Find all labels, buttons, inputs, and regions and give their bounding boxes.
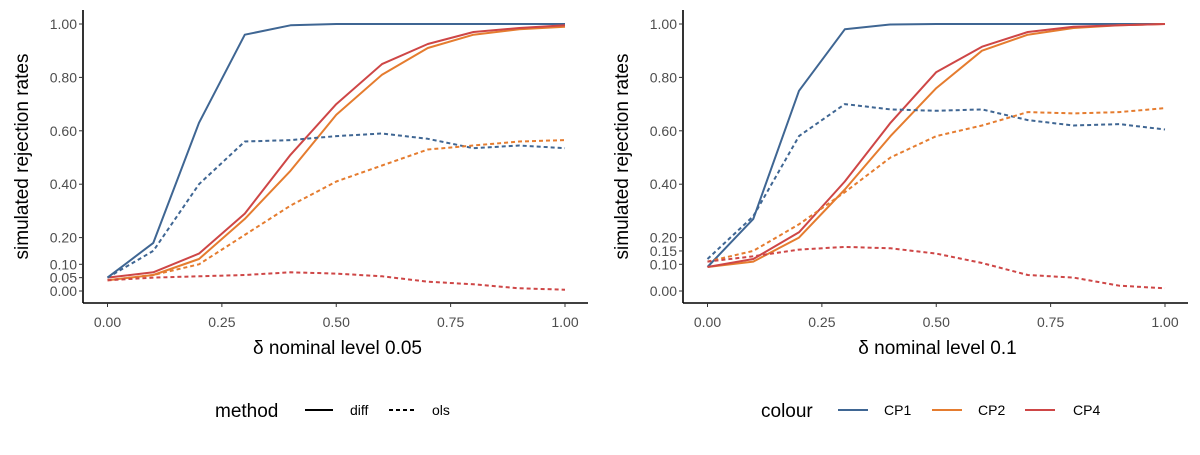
series-line-cp2-ols bbox=[107, 139, 566, 282]
x-tick-label: 1.00 bbox=[551, 314, 578, 330]
x-tick-label: 0.25 bbox=[208, 314, 235, 330]
x-tick-label: 0.00 bbox=[94, 314, 121, 330]
x-axis-title: δ nominal level 0.05 bbox=[253, 338, 422, 359]
series-line-cp2-diff bbox=[107, 25, 566, 282]
legend-label-cp2: CP2 bbox=[978, 402, 1005, 418]
y-tick-label: 0.60 bbox=[50, 123, 77, 139]
series-line-cp1-ols bbox=[106, 132, 566, 279]
series-line-cp4-ols bbox=[107, 271, 566, 291]
y-tick-label: 0.00 bbox=[50, 283, 77, 299]
y-tick-label: 0.80 bbox=[650, 69, 677, 85]
y-tick-label: 0.10 bbox=[650, 256, 677, 272]
y-tick-label: 0.10 bbox=[50, 256, 77, 272]
series-line-cp4-ols bbox=[707, 245, 1166, 290]
y-axis-title: simulated rejection rates bbox=[12, 54, 33, 260]
x-axis-title: δ nominal level 0.1 bbox=[858, 338, 1016, 359]
x-tick-label: 0.75 bbox=[1037, 314, 1064, 330]
y-tick-label: 0.40 bbox=[650, 176, 677, 192]
series-line-cp1-diff bbox=[106, 23, 565, 279]
legend-title-method: method bbox=[215, 401, 278, 422]
y-tick-label: 0.05 bbox=[50, 270, 77, 286]
legend-title-colour: colour bbox=[761, 401, 813, 422]
x-tick-label: 0.50 bbox=[923, 314, 950, 330]
series-line-cp2-ols bbox=[707, 107, 1166, 263]
series-line-cp1-ols bbox=[706, 103, 1166, 260]
x-tick-label: 0.75 bbox=[437, 314, 464, 330]
legend-label-diff: diff bbox=[350, 402, 369, 418]
legend-label-ols: ols bbox=[432, 402, 450, 418]
y-tick-label: 0.20 bbox=[50, 230, 77, 246]
chart-panel-1: 0.000.050.100.200.400.600.801.000.00 0.25… bbox=[12, 10, 588, 359]
y-tick-label: 0.40 bbox=[50, 176, 77, 192]
y-tick-label: 1.00 bbox=[650, 16, 677, 32]
y-axis-title: simulated rejection rates bbox=[612, 54, 633, 260]
y-tick-label: 0.60 bbox=[650, 123, 677, 139]
series-line-cp1-diff bbox=[706, 23, 1165, 268]
method-legend: method diff ols bbox=[215, 401, 450, 422]
y-tick-label: 0.20 bbox=[650, 230, 677, 246]
y-tick-label: 1.00 bbox=[50, 16, 77, 32]
series-line-cp2-diff bbox=[707, 23, 1166, 268]
y-tick-label: 0.80 bbox=[50, 69, 77, 85]
y-tick-label: 0.00 bbox=[650, 283, 677, 299]
colour-legend: colour CP1 CP2 CP4 bbox=[761, 401, 1100, 422]
y-tick-label: 0.15 bbox=[650, 243, 677, 259]
x-tick-label: 0.50 bbox=[323, 314, 350, 330]
legend-label-cp1: CP1 bbox=[884, 402, 911, 418]
x-tick-label: 0.00 bbox=[694, 314, 721, 330]
series-line-cp4-diff bbox=[707, 23, 1166, 268]
chart-panel-2: 0.00 0.100.150.20 0.40 0.60 0.80 1.00 0.00 0.25… bbox=[612, 10, 1188, 359]
x-tick-label: 0.25 bbox=[808, 314, 835, 330]
legend-label-cp4: CP4 bbox=[1073, 402, 1100, 418]
x-tick-label: 1.00 bbox=[1151, 314, 1178, 330]
series-line-cp4-diff bbox=[107, 24, 566, 279]
